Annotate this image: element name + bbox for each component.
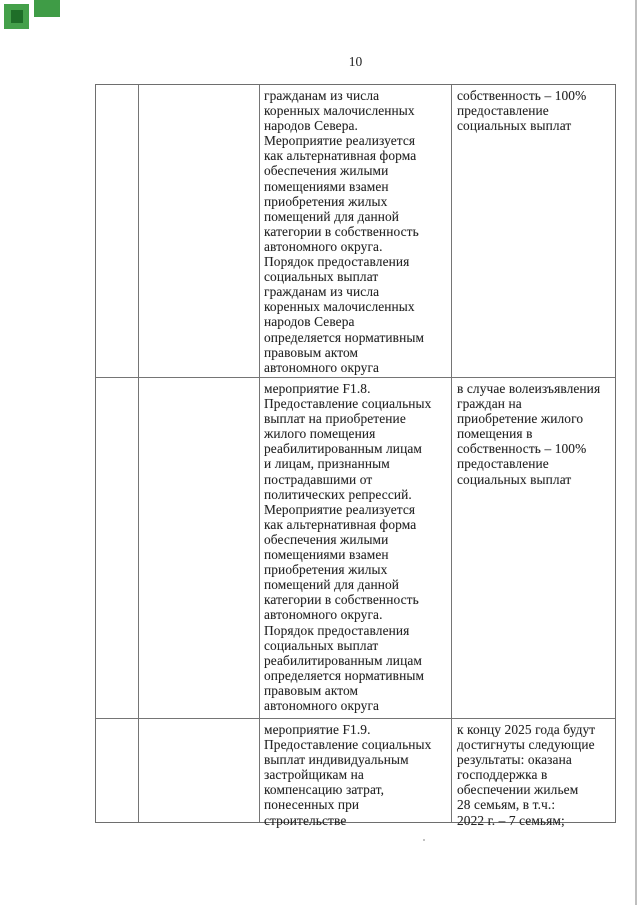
green-artifact-marker-b	[34, 0, 60, 17]
cell-result-row1: собственность – 100% предоставление соци…	[457, 88, 587, 134]
table-vertical-border	[451, 85, 452, 822]
green-artifact-marker-a	[4, 4, 29, 29]
cell-activity-row1: гражданам из числа коренных малочисленны…	[264, 88, 425, 375]
program-measures-table: гражданам из числа коренных малочисленны…	[95, 84, 616, 828]
cell-result-row2: в случае волеизъявления граждан на приоб…	[457, 381, 601, 487]
cell-activity-row3: мероприятие F1.9. Предоставление социаль…	[264, 722, 432, 828]
cell-activity-row2: мероприятие F1.8. Предоставление социаль…	[264, 381, 432, 713]
green-artifact-marker-a-inner	[11, 10, 23, 23]
table-row-border	[96, 377, 615, 378]
page-number: 10	[348, 54, 363, 69]
table-row-border	[96, 718, 615, 719]
scan-speck	[423, 839, 425, 841]
cell-result-row3: к концу 2025 года будут достигнуты следу…	[457, 722, 596, 828]
table-vertical-border	[138, 85, 139, 822]
table-vertical-border	[259, 85, 260, 822]
scanner-edge-line	[635, 0, 637, 905]
